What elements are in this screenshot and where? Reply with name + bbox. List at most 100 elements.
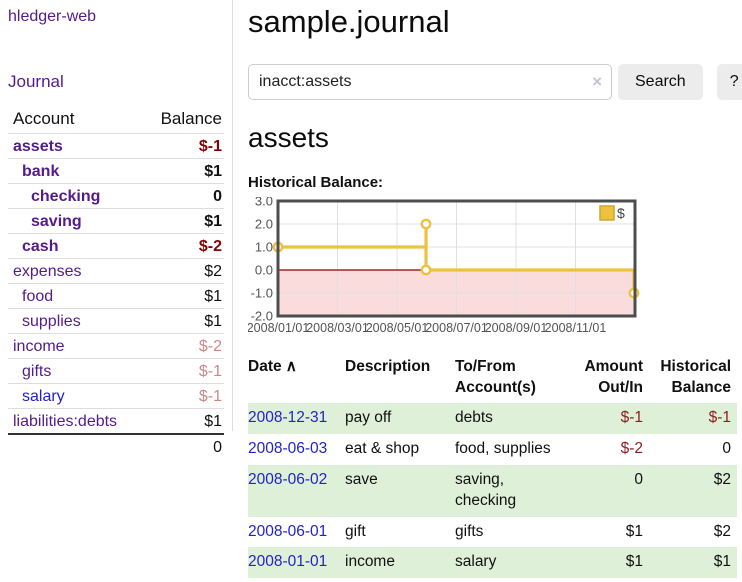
- search-button[interactable]: Search: [618, 64, 703, 100]
- transaction-amount: $1: [625, 553, 643, 571]
- account-heading: assets: [248, 122, 329, 153]
- app-title-link[interactable]: hledger-web: [8, 8, 97, 25]
- transaction-amount: $-1: [620, 408, 643, 426]
- register-table: Date ∧ Description To/From Account(s) Amo…: [248, 355, 737, 579]
- register-row: 2008-06-03 eat & shop food, supplies $-2…: [248, 434, 737, 465]
- chart-border: [276, 199, 637, 318]
- account-link-gifts[interactable]: gifts: [22, 363, 52, 380]
- transaction-amount: 0: [634, 470, 643, 488]
- svg-text:2008/09/01: 2008/09/01: [485, 321, 548, 335]
- clear-search-icon[interactable]: ×: [592, 72, 602, 91]
- account-link-income[interactable]: income: [13, 338, 65, 355]
- register-row: 2008-01-01 income salary $1 $1: [248, 547, 737, 579]
- transaction-amount: $-2: [620, 439, 643, 457]
- transaction-date-link[interactable]: 2008-12-31: [248, 408, 328, 426]
- accounts-column-header: To/From Account(s): [455, 358, 536, 396]
- amount-column-header: Amount Out/In: [584, 358, 643, 396]
- sidebar-item-journal[interactable]: Journal: [8, 72, 64, 91]
- help-button[interactable]: ?: [716, 64, 742, 100]
- transaction-balance: $2: [713, 470, 731, 488]
- search-input[interactable]: [248, 64, 612, 100]
- account-balance: $1: [204, 288, 222, 305]
- account-link-expenses[interactable]: expenses: [13, 263, 82, 280]
- account-row: expenses $2: [8, 258, 224, 284]
- account-balance: 0: [213, 188, 222, 205]
- transaction-balance: 0: [722, 439, 731, 457]
- description-column-header: Description: [345, 358, 431, 375]
- transaction-balance: $2: [713, 522, 731, 540]
- account-balance: $-2: [198, 238, 222, 255]
- account-balance: $1: [204, 413, 222, 430]
- svg-text:1.0: 1.0: [255, 240, 273, 255]
- legend-label: $: [617, 205, 625, 221]
- svg-text:2008/03/01: 2008/03/01: [306, 321, 369, 335]
- historical-balance-chart: $ 3.0 2.0 1.0 0.0 -1.0 -2.0 2008/01/01 2…: [248, 197, 640, 335]
- svg-text:2008/05/01: 2008/05/01: [366, 321, 429, 335]
- account-link-saving[interactable]: saving: [31, 213, 82, 230]
- account-balance: $1: [204, 313, 222, 330]
- transaction-date-link[interactable]: 2008-01-01: [248, 553, 328, 571]
- balance-column-header: Historical Balance: [660, 358, 731, 396]
- account-balance: $-2: [198, 338, 222, 355]
- account-link-cash[interactable]: cash: [22, 238, 59, 255]
- account-row: salary $-1: [8, 383, 224, 409]
- transaction-balance: $1: [713, 553, 731, 571]
- chart-legend: $: [599, 205, 625, 221]
- transaction-description: eat & shop: [345, 439, 420, 457]
- search-form: × Search ?: [248, 64, 742, 100]
- date-column-header[interactable]: Date ∧: [248, 358, 297, 375]
- main-content: sample.journal × Search ? assets Histori…: [248, 0, 742, 579]
- accounts-total-row: 0: [8, 434, 224, 459]
- transaction-description: income: [345, 553, 395, 571]
- account-row: income $-2: [8, 333, 224, 359]
- chart-x-axis-labels: 2008/01/01 2008/03/01 2008/05/01 2008/07…: [248, 321, 606, 335]
- account-link-liabilities-debts[interactable]: liabilities:debts: [13, 413, 118, 430]
- register-header-row: Date ∧ Description To/From Account(s) Amo…: [248, 355, 737, 403]
- transaction-amount: $1: [625, 522, 643, 540]
- transaction-date-link[interactable]: 2008-06-01: [248, 522, 328, 540]
- account-balance-table: Account Balance assets $-1 bank $1 check…: [8, 106, 224, 459]
- transaction-accounts: gifts: [455, 522, 484, 540]
- account-link-food[interactable]: food: [22, 288, 54, 305]
- account-balance: $1: [204, 163, 222, 180]
- account-balance: $2: [204, 263, 222, 280]
- account-balance: $1: [204, 213, 222, 230]
- account-row: cash $-2: [8, 233, 224, 259]
- account-row: assets $-1: [8, 133, 224, 159]
- account-link-assets[interactable]: assets: [13, 138, 63, 155]
- account-row: gifts $-1: [8, 358, 224, 384]
- svg-text:0.0: 0.0: [255, 263, 273, 278]
- svg-text:2008/01/01: 2008/01/01: [248, 321, 309, 335]
- transaction-description: save: [345, 470, 378, 488]
- transaction-balance: $-1: [708, 408, 731, 426]
- transaction-description: pay off: [345, 408, 392, 426]
- account-column-header: Account: [13, 109, 75, 128]
- account-table-header: Account Balance: [8, 106, 224, 134]
- register-row: 2008-12-31 pay off debts $-1 $-1: [248, 402, 737, 434]
- transaction-accounts: debts: [455, 408, 493, 426]
- account-balance: $-1: [198, 363, 222, 380]
- account-link-bank[interactable]: bank: [22, 163, 60, 180]
- account-row: supplies $1: [8, 308, 224, 334]
- page-title: sample.journal: [248, 4, 450, 39]
- svg-text:2008/07/01: 2008/07/01: [425, 321, 488, 335]
- svg-text:2008/11/01: 2008/11/01: [545, 321, 607, 335]
- account-link-salary[interactable]: salary: [22, 388, 65, 405]
- transaction-date-link[interactable]: 2008-06-03: [248, 439, 328, 457]
- account-link-supplies[interactable]: supplies: [22, 313, 81, 330]
- balance-column-header: Balance: [160, 109, 222, 128]
- transaction-description: gift: [345, 522, 366, 540]
- accounts-total-value: 0: [213, 439, 222, 456]
- account-row: food $1: [8, 283, 224, 309]
- account-row: saving $1: [8, 208, 224, 234]
- transaction-date-link[interactable]: 2008-06-02: [248, 470, 328, 488]
- svg-text:-2.0: -2.0: [251, 309, 273, 324]
- account-row: bank $1: [8, 158, 224, 184]
- register-row: 2008-06-02 save saving, checking 0 $2: [248, 464, 737, 517]
- legend-swatch: [599, 205, 615, 221]
- chart-title: Historical Balance:: [248, 174, 384, 191]
- svg-text:3.0: 3.0: [255, 197, 273, 209]
- chart-y-axis-labels: 3.0 2.0 1.0 0.0 -1.0 -2.0: [251, 197, 273, 324]
- account-link-checking[interactable]: checking: [31, 188, 101, 205]
- transaction-accounts: food, supplies: [455, 439, 551, 457]
